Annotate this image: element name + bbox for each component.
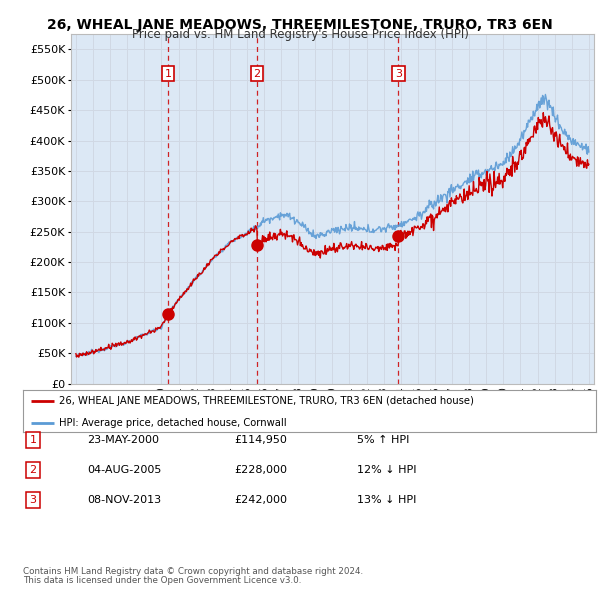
Text: 1: 1 — [164, 68, 172, 78]
Text: 2: 2 — [29, 466, 37, 475]
Text: 12% ↓ HPI: 12% ↓ HPI — [357, 466, 416, 475]
Text: Price paid vs. HM Land Registry's House Price Index (HPI): Price paid vs. HM Land Registry's House … — [131, 28, 469, 41]
Text: HPI: Average price, detached house, Cornwall: HPI: Average price, detached house, Corn… — [59, 418, 287, 428]
Text: This data is licensed under the Open Government Licence v3.0.: This data is licensed under the Open Gov… — [23, 576, 301, 585]
Text: 2: 2 — [253, 68, 260, 78]
Text: 26, WHEAL JANE MEADOWS, THREEMILESTONE, TRURO, TR3 6EN (detached house): 26, WHEAL JANE MEADOWS, THREEMILESTONE, … — [59, 396, 474, 407]
Text: £242,000: £242,000 — [234, 496, 287, 505]
Text: Contains HM Land Registry data © Crown copyright and database right 2024.: Contains HM Land Registry data © Crown c… — [23, 568, 363, 576]
Text: 5% ↑ HPI: 5% ↑ HPI — [357, 435, 409, 445]
Text: 3: 3 — [395, 68, 402, 78]
Text: 23-MAY-2000: 23-MAY-2000 — [87, 435, 159, 445]
Text: 08-NOV-2013: 08-NOV-2013 — [87, 496, 161, 505]
Text: £114,950: £114,950 — [234, 435, 287, 445]
Text: 3: 3 — [29, 496, 37, 505]
Text: 13% ↓ HPI: 13% ↓ HPI — [357, 496, 416, 505]
Text: 04-AUG-2005: 04-AUG-2005 — [87, 466, 161, 475]
Text: 26, WHEAL JANE MEADOWS, THREEMILESTONE, TRURO, TR3 6EN: 26, WHEAL JANE MEADOWS, THREEMILESTONE, … — [47, 18, 553, 32]
Text: £228,000: £228,000 — [234, 466, 287, 475]
Text: 1: 1 — [29, 435, 37, 445]
